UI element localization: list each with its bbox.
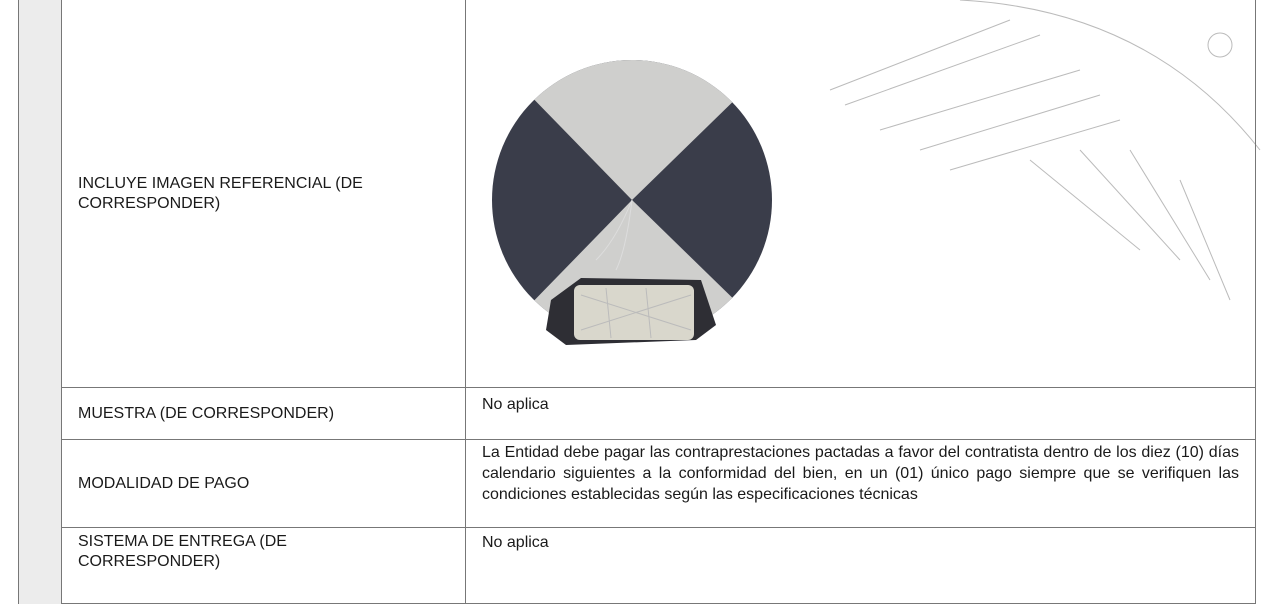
row-value: La Entidad debe pagar las contraprestaci… [466,440,1256,528]
image-cell [466,0,1256,388]
value-text: La Entidad debe pagar las contraprestaci… [482,444,1239,503]
row-label: MUESTRA (DE CORRESPONDER) [62,388,466,440]
watermark [829,0,1261,301]
row-label: SISTEMA DE ENTREGA (DE CORRESPONDER) [62,528,466,604]
row-value: No aplica [466,388,1256,440]
label-text: MUESTRA (DE CORRESPONDER) [78,404,335,422]
row-label: MODALIDAD DE PAGO [62,440,466,528]
row-label: INCLUYE IMAGEN REFERENCIAL (DE CORRESPON… [62,0,466,388]
label-text: INCLUYE IMAGEN REFERENCIAL (DE CORRESPON… [78,174,363,212]
value-text: No aplica [482,396,549,413]
secchi-disk-image [492,60,772,345]
row-value: No aplica [466,528,1256,604]
label-text: MODALIDAD DE PAGO [78,474,250,492]
margin-strip [18,0,62,604]
label-text: SISTEMA DE ENTREGA (DE CORRESPONDER) [78,533,287,570]
value-text: No aplica [482,534,549,551]
